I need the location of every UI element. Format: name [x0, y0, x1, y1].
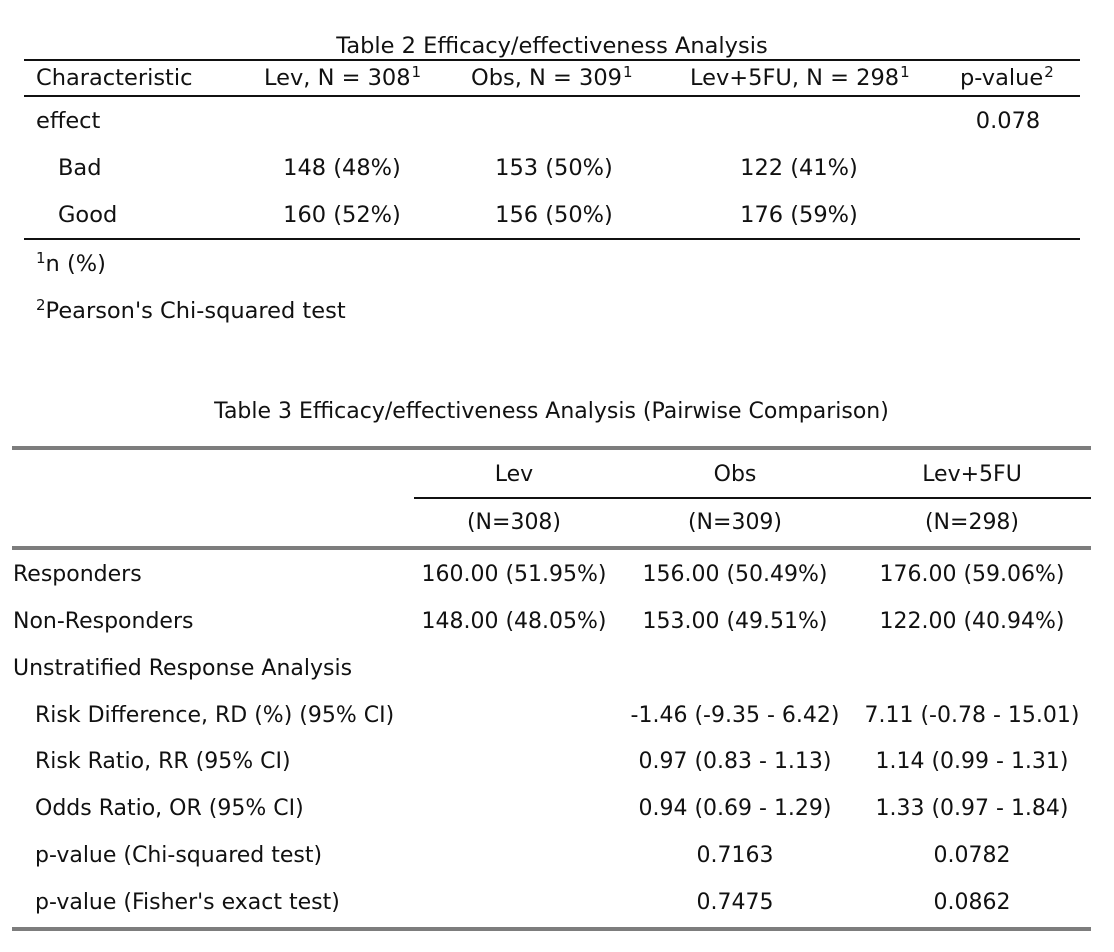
table3-header-levfu: Lev+5FU — [922, 462, 1022, 487]
table3-cell-levfu: 0.0862 — [933, 890, 1011, 915]
table2-cell-levfu: 122 (41%) — [740, 155, 858, 181]
table2-footnote: 1n (%) — [36, 249, 106, 277]
table3-header-obs: Obs — [713, 462, 757, 487]
table3-cell-levfu: 0.0782 — [933, 843, 1011, 868]
table3-cell-levfu: 7.11 (-0.78 - 15.01) — [864, 703, 1080, 728]
table3-header-lev-n: (N=308) — [466, 510, 562, 535]
table3-header-lev: Lev — [494, 462, 534, 487]
table3-cell-levfu: 176.00 (59.06%) — [879, 562, 1065, 587]
table3-cell-lev: 148.00 (48.05%) — [421, 609, 607, 634]
table3-cell-obs: 0.7163 — [696, 843, 774, 868]
table3-header-obs-n: (N=309) — [687, 510, 783, 535]
table2-cell-obs: 156 (50%) — [495, 202, 613, 228]
table3-top-rule — [12, 446, 1091, 450]
table3-cell-obs: 153.00 (49.51%) — [642, 609, 828, 634]
table3-title: Table 3 Efficacy/effectiveness Analysis … — [214, 399, 889, 424]
table3-row-label: Risk Ratio, RR (95% CI) — [35, 749, 291, 774]
table3-cell-levfu: 1.33 (0.97 - 1.84) — [875, 796, 1069, 821]
table2-header-pvalue: p-value2 — [960, 63, 1054, 91]
table3-cell-obs: 0.97 (0.83 - 1.13) — [638, 749, 832, 774]
table2-header-rule — [24, 95, 1080, 97]
table3-bottom-rule — [12, 927, 1091, 931]
table3-row-label: Odds Ratio, OR (95% CI) — [35, 796, 304, 821]
table3-cell-obs: -1.46 (-9.35 - 6.42) — [630, 703, 840, 728]
table3-cell-obs: 156.00 (50.49%) — [642, 562, 828, 587]
table3-cell-obs: 0.94 (0.69 - 1.29) — [638, 796, 832, 821]
table3-row-label: Responders — [13, 562, 142, 587]
table2-bottom-rule — [24, 238, 1080, 240]
table2-cell-lev: 160 (52%) — [283, 202, 401, 228]
table2-header-characteristic: Characteristic — [36, 65, 193, 91]
table2-row-pvalue: 0.078 — [975, 108, 1041, 134]
table2-row-label: Bad — [58, 155, 102, 181]
table3-row-label: p-value (Chi-squared test) — [35, 843, 323, 868]
table3-cell-obs: 0.7475 — [696, 890, 774, 915]
table2-header-levfu: Lev+5FU, N = 2981 — [690, 63, 910, 91]
table3-cell-lev: 160.00 (51.95%) — [421, 562, 607, 587]
table3-cell-levfu: 122.00 (40.94%) — [879, 609, 1065, 634]
table3-cell-levfu: 1.14 (0.99 - 1.31) — [875, 749, 1069, 774]
table3-row-label: Risk Difference, RD (%) (95% CI) — [35, 703, 395, 728]
table2-header-lev: Lev, N = 3081 — [264, 63, 422, 91]
table3-header-levfu-n: (N=298) — [924, 510, 1020, 535]
table2-footnote: 2Pearson's Chi-squared test — [36, 296, 346, 324]
table2-cell-lev: 148 (48%) — [283, 155, 401, 181]
table3-header-divider — [414, 497, 1091, 499]
table2-header-obs: Obs, N = 3091 — [471, 63, 633, 91]
table3-header-rule — [12, 546, 1091, 550]
table3-row-label: Non-Responders — [13, 609, 194, 634]
table2-title: Table 2 Efficacy/effectiveness Analysis — [336, 33, 768, 59]
table2-top-rule — [24, 59, 1080, 61]
table2-row-label: effect — [36, 108, 101, 134]
table2-cell-levfu: 176 (59%) — [740, 202, 858, 228]
table2-row-label: Good — [58, 202, 118, 228]
table3-row-label: p-value (Fisher's exact test) — [35, 890, 340, 915]
table3-section-label: Unstratified Response Analysis — [13, 656, 353, 681]
table2-cell-obs: 153 (50%) — [495, 155, 613, 181]
